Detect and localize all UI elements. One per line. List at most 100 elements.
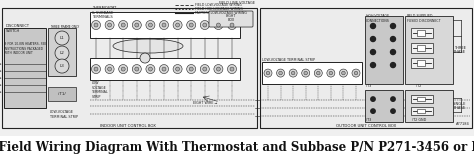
Text: /T3: /T3	[366, 84, 371, 88]
Circle shape	[159, 65, 168, 74]
Bar	[48, 28, 76, 76]
Circle shape	[228, 21, 237, 30]
Text: FIELD LOW-VOLTAGE WIRING: FIELD LOW-VOLTAGE WIRING	[195, 3, 242, 7]
Text: /T1/: /T1/	[58, 92, 66, 96]
Text: LOW-VOLTAGE
TERMINAL STRIP: LOW-VOLTAGE TERMINAL STRIP	[50, 110, 78, 119]
Bar	[405, 16, 453, 84]
Circle shape	[146, 21, 155, 30]
Circle shape	[292, 71, 295, 75]
Circle shape	[228, 65, 237, 74]
Circle shape	[279, 71, 283, 75]
Circle shape	[148, 67, 153, 71]
Bar	[417, 60, 425, 66]
Circle shape	[391, 109, 395, 113]
Text: /T2 GND: /T2 GND	[412, 118, 426, 122]
Circle shape	[276, 69, 284, 77]
Circle shape	[327, 69, 335, 77]
Bar	[411, 107, 433, 115]
Circle shape	[371, 63, 375, 68]
Text: HIGH-VOLTAGE
CONNECTIONS: HIGH-VOLTAGE CONNECTIONS	[366, 14, 390, 23]
Text: LOW-VOLTAGE TERMINAL STRIP: LOW-VOLTAGE TERMINAL STRIP	[262, 58, 315, 62]
Circle shape	[118, 65, 128, 74]
Circle shape	[214, 21, 223, 30]
Circle shape	[201, 21, 210, 30]
Circle shape	[148, 23, 153, 27]
Bar	[411, 43, 433, 53]
Bar	[411, 28, 433, 38]
Circle shape	[203, 67, 207, 71]
Circle shape	[203, 23, 207, 27]
Text: /T3: /T3	[366, 118, 371, 122]
Bar	[417, 30, 425, 36]
Circle shape	[94, 67, 98, 71]
Circle shape	[201, 65, 210, 74]
Circle shape	[140, 53, 150, 63]
Bar	[417, 97, 425, 101]
Circle shape	[371, 97, 375, 101]
Text: FIELD LINE VOLTAGE: FIELD LINE VOLTAGE	[219, 1, 255, 5]
Circle shape	[352, 69, 360, 77]
Bar	[90, 12, 240, 38]
Text: INDOOR UNIT CONTROL BOX: INDOOR UNIT CONTROL BOX	[100, 124, 156, 128]
Text: /T2: /T2	[416, 84, 422, 88]
Circle shape	[121, 67, 125, 71]
Circle shape	[371, 109, 375, 113]
Circle shape	[55, 59, 69, 73]
Circle shape	[329, 71, 333, 75]
Bar	[411, 58, 433, 68]
Circle shape	[214, 65, 223, 74]
Text: THREE FRAME ONLY: THREE FRAME ONLY	[50, 25, 79, 29]
Circle shape	[162, 67, 166, 71]
Circle shape	[371, 49, 375, 55]
Bar	[260, 8, 472, 128]
Bar	[365, 90, 403, 122]
Text: FIELD-SUPPLIED
FUSED DISCONNECT: FIELD-SUPPLIED FUSED DISCONNECT	[407, 14, 440, 23]
Circle shape	[105, 21, 114, 30]
Circle shape	[266, 71, 270, 75]
Circle shape	[146, 65, 155, 74]
Circle shape	[162, 23, 166, 27]
Circle shape	[391, 49, 395, 55]
Circle shape	[175, 23, 180, 27]
Circle shape	[230, 67, 234, 71]
Circle shape	[342, 71, 345, 75]
Bar	[2, 8, 257, 128]
Circle shape	[173, 21, 182, 30]
Circle shape	[391, 24, 395, 29]
Circle shape	[217, 23, 220, 27]
Text: THERMOSTAT
& SUBBASE
TERMINALS: THERMOSTAT & SUBBASE TERMINALS	[92, 6, 116, 19]
Circle shape	[189, 67, 193, 71]
Circle shape	[175, 67, 180, 71]
Circle shape	[135, 23, 139, 27]
Bar	[48, 87, 76, 101]
Bar	[262, 62, 362, 84]
Circle shape	[91, 65, 100, 74]
Circle shape	[173, 65, 182, 74]
Circle shape	[55, 46, 69, 60]
Circle shape	[105, 65, 114, 74]
Circle shape	[304, 71, 308, 75]
Bar	[405, 90, 453, 122]
Ellipse shape	[113, 39, 183, 53]
Circle shape	[189, 23, 193, 27]
Circle shape	[108, 23, 111, 27]
Text: OUTDOOR UNIT CONTROL BOX: OUTDOOR UNIT CONTROL BOX	[336, 124, 396, 128]
Text: SINGLE
PHASE: SINGLE PHASE	[453, 102, 466, 110]
Circle shape	[217, 67, 220, 71]
Text: LOW
VOLTAGE
TERMINAL
STRIP: LOW VOLTAGE TERMINAL STRIP	[92, 81, 109, 99]
Circle shape	[339, 69, 347, 77]
Text: L2: L2	[60, 51, 64, 55]
Circle shape	[132, 65, 141, 74]
Circle shape	[289, 69, 297, 77]
Text: DISCONNECT
SWITCH: DISCONNECT SWITCH	[6, 24, 30, 33]
Bar	[4, 28, 46, 108]
Circle shape	[302, 69, 310, 77]
Text: FACTORY LOW-VOLTAGE WIRING: FACTORY LOW-VOLTAGE WIRING	[195, 11, 247, 15]
Text: Figure 5—Field Wiring Diagram With Thermostat and Subbase P/N P271-3456 or P271-: Figure 5—Field Wiring Diagram With Therm…	[0, 141, 474, 154]
Circle shape	[391, 37, 395, 42]
Circle shape	[391, 63, 395, 68]
Circle shape	[132, 21, 141, 30]
Circle shape	[55, 31, 69, 45]
Bar	[365, 16, 403, 84]
FancyBboxPatch shape	[209, 11, 253, 27]
